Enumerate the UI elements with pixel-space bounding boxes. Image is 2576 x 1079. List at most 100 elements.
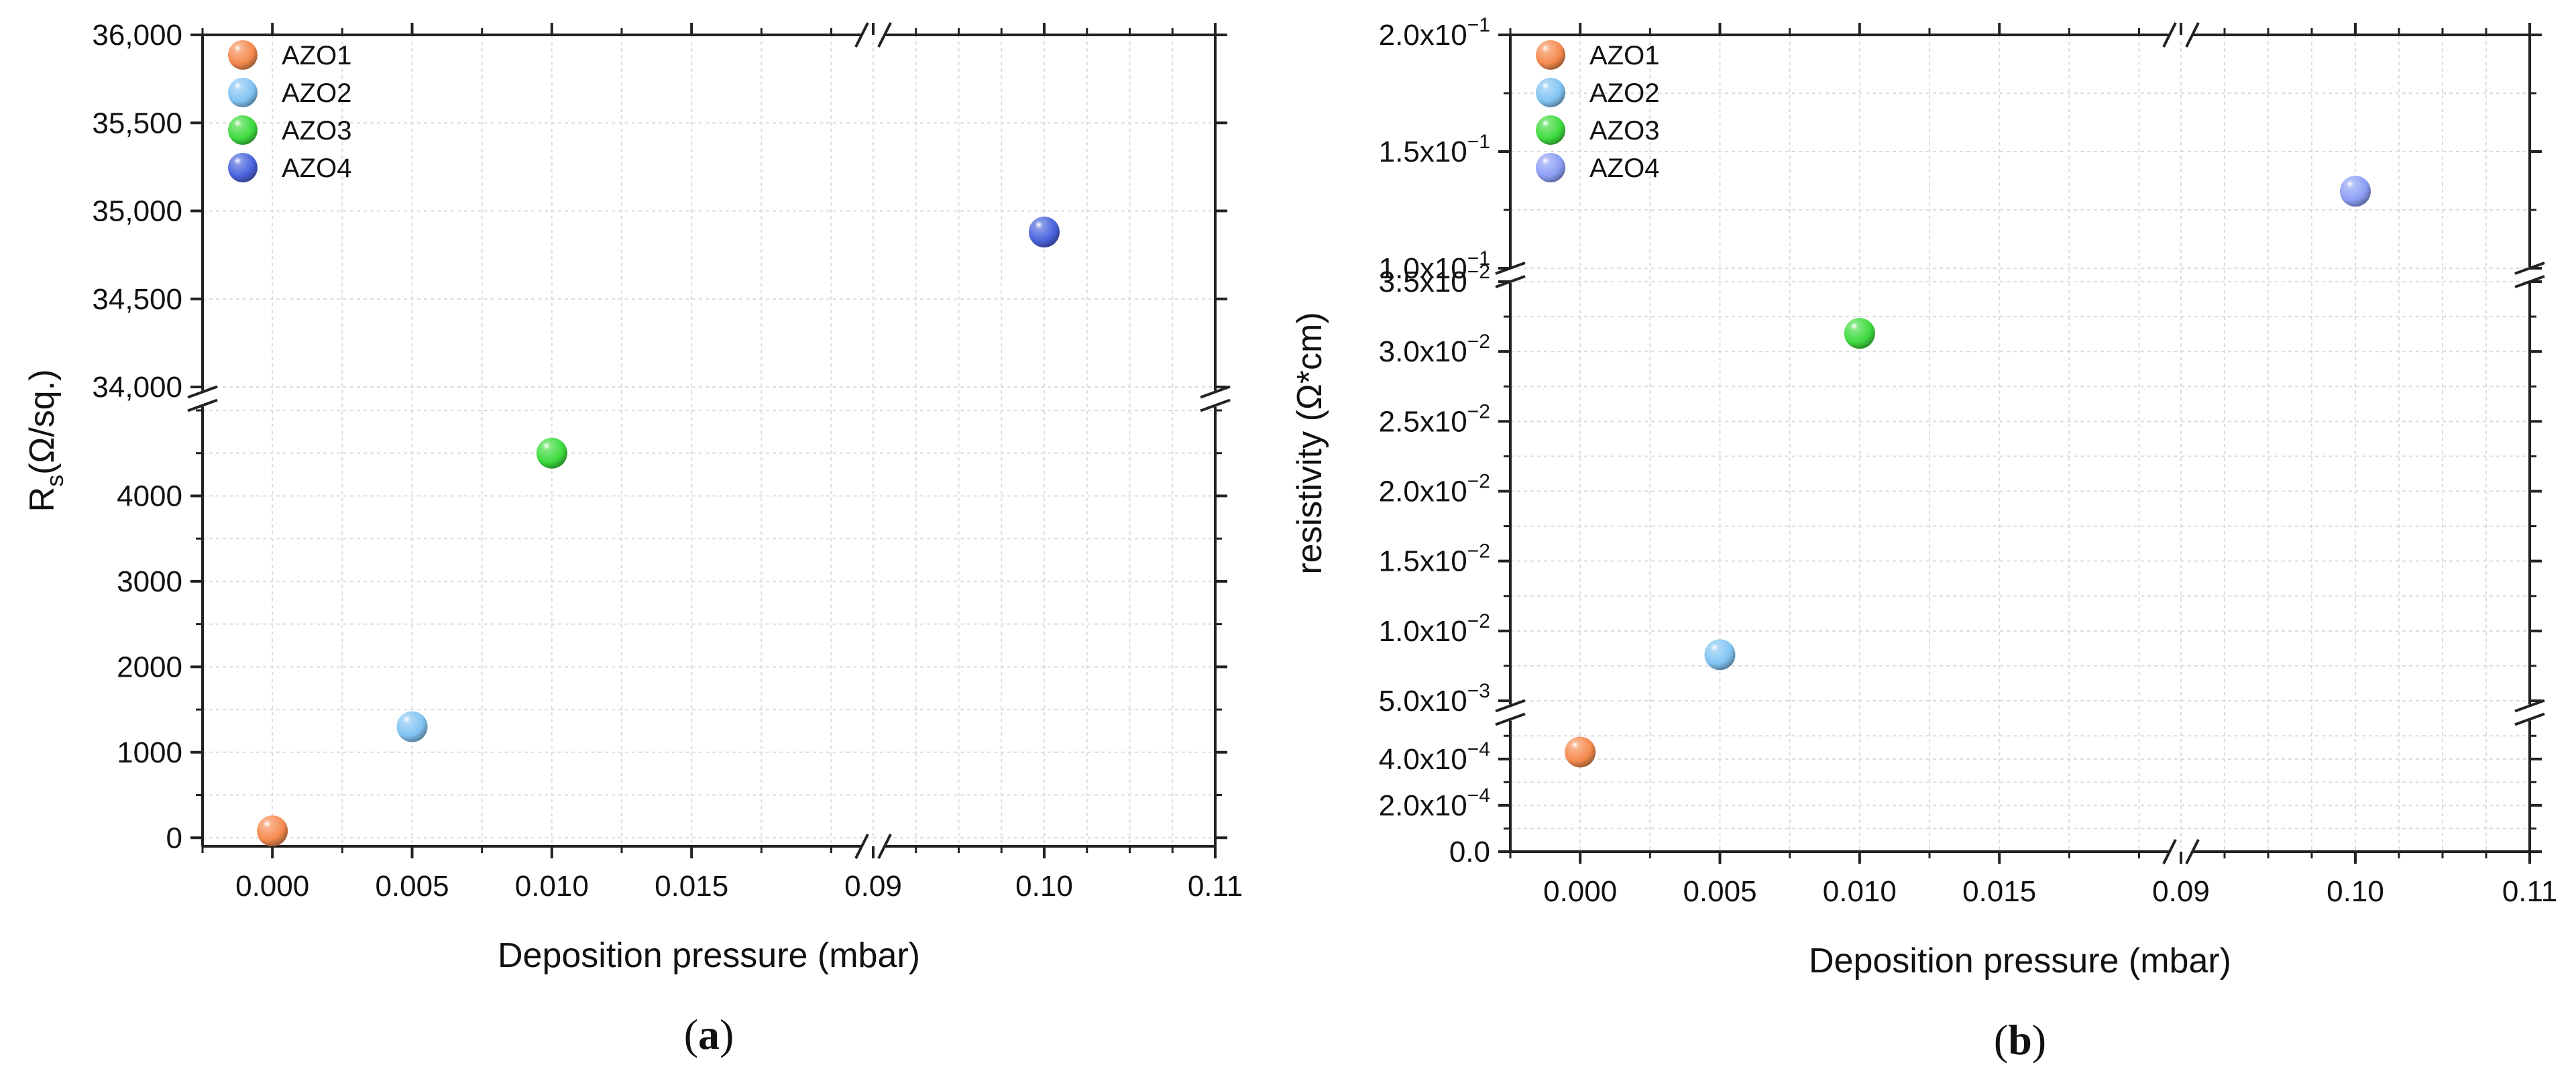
data-point-azo2 [396,711,428,742]
y-tick-mantissa: 1.0x10 [1379,615,1467,648]
y-tick-exponent: −2 [1467,471,1490,493]
x-tick-label: 0.000 [1543,875,1617,908]
legend-label: AZO1 [282,41,351,70]
legend-label: AZO2 [1589,78,1659,108]
y-tick-label: 1.5x10−2 [1379,541,1490,578]
data-point-azo1 [257,815,288,847]
legend-marker-azo2 [228,78,258,107]
x-tick-label: 0.010 [515,870,589,903]
y-axis-break-gap [199,390,207,407]
x-axis-break-mark [854,834,869,859]
y-tick-label: 2.5x10−2 [1379,400,1490,438]
y-tick-exponent: −2 [1467,331,1490,353]
data-point-azo1 [1565,736,1596,768]
x-tick-label: 0.015 [1962,875,2036,908]
x-axis-break-mark [2185,839,2200,864]
data-point-azo4 [2340,176,2371,207]
y-tick-mantissa: 2.0x10 [1379,475,1467,508]
caption-paren: ) [2032,1016,2046,1064]
y-axis-break-gap [1506,267,1514,283]
y-axis-break-gap [1211,390,1219,407]
y-tick-mantissa: 1.5x10 [1379,135,1467,168]
legend-marker-azo2 [1536,78,1565,107]
legend-marker-azo4 [1536,153,1565,182]
legend-marker-azo3 [1536,115,1565,145]
x-ticks: 0.000 0.005 0.010 0.015 0.09 0.10 0.11 [1509,23,2557,908]
y-tick-label: 3000 [117,565,182,598]
y-tick-exponent: −2 [1467,610,1490,632]
y-tick-mantissa: 0.0 [1449,836,1490,868]
legend-label: AZO3 [282,116,351,146]
y-tick-mantissa: 2.0x10 [1379,19,1467,52]
y-axis-break-gap [1506,704,1514,721]
panel-caption: (a) [684,1011,734,1058]
x-tick-label: 0.010 [1823,875,1897,908]
x-ticks: 0.000 0.005 0.010 0.015 0.09 0.10 0.11 [201,23,1243,903]
y-tick-label: 2.0x10−2 [1379,471,1490,508]
y-tick-exponent: −2 [1467,541,1490,563]
y-axis-break-gap [2526,267,2534,283]
legend-label: AZO3 [1589,116,1659,146]
x-axis-break-mark [854,22,869,48]
y-tick-exponent: −1 [1467,14,1490,36]
x-tick-label: 0.005 [1683,875,1756,908]
y-tick-label: 35,000 [92,195,182,228]
x-tick-label: 0.005 [375,870,449,903]
data-points [257,217,1060,847]
y-tick-label: 1.0x10−2 [1379,610,1490,648]
y-tick-exponent: −1 [1467,247,1490,270]
data-point-azo4 [1029,217,1060,247]
x-tick-label: 0.000 [235,870,309,903]
y-tick-mantissa: 2.0x10 [1379,789,1467,822]
axes [187,22,1231,859]
y-tick-label: 1000 [117,736,182,769]
y-tick-label: 34,500 [92,283,182,316]
y-axis-break-mark [2514,712,2545,726]
y-axis-break-mark [1495,699,1526,713]
y-axis-break-mark [1200,398,1231,412]
y-tick-exponent: −4 [1467,785,1490,807]
y-axis-break-mark [1200,385,1231,399]
x-tick-label: 0.09 [2152,875,2210,908]
data-point-azo3 [536,437,567,469]
y-tick-mantissa: 3.0x10 [1379,335,1467,368]
y-tick-label: 5.0x10−3 [1379,680,1490,718]
caption-letter: a [698,1011,720,1058]
y-axis-break-mark [187,398,218,412]
y-tick-mantissa: 3.5x10 [1379,266,1467,298]
y-tick-label: 35,500 [92,107,182,139]
y-ticks: 0 1000 2000 3000 4000 34,000 34,500 35,000 35,50… [92,19,1227,854]
y-axis-title: Rs(Ω/sq.) [23,370,68,512]
y-ticks: 0.02.0x10−44.0x10−45.0x10−31.0x10−21.5x1… [1379,14,2542,868]
legend-label: AZO4 [282,154,351,183]
x-tick-label: 0.11 [2502,875,2557,908]
y-tick-mantissa: 5.0x10 [1379,685,1467,718]
caption-paren: ( [684,1011,698,1058]
panel-a: 0.000 0.005 0.010 0.015 0.09 0.10 0.11 0 1000 200… [23,19,1243,1058]
y-tick-label: 1.5x10−1 [1379,131,1490,168]
y-axis-break-mark [2514,699,2545,713]
legend-marker-azo1 [228,40,258,70]
legend-marker-azo3 [228,115,258,145]
data-point-azo2 [1704,639,1736,671]
x-axis-break-mark [877,22,892,48]
caption-paren: ( [1994,1016,2008,1064]
caption-paren: ) [720,1011,734,1058]
y-tick-label: 1.0x10−1 [1379,247,1490,285]
y-tick-exponent: −2 [1467,261,1490,283]
y-tick-label: 4000 [117,479,182,512]
x-tick-label: 0.10 [2327,875,2384,908]
legend-label: AZO2 [282,78,351,108]
panel-caption: (b) [1994,1016,2046,1064]
y-tick-label: 0.0 [1449,836,1490,868]
y-tick-label: 3.5x10−2 [1379,261,1490,298]
x-axis-break-mark [2162,22,2177,48]
y-tick-label: 4.0x10−4 [1379,738,1490,776]
caption-letter: b [2008,1016,2032,1064]
y-axis-break-gap [2526,704,2534,721]
legend-marker-azo1 [1536,40,1565,70]
y-tick-mantissa: 1.5x10 [1379,545,1467,578]
x-tick-label: 0.10 [1015,870,1073,903]
